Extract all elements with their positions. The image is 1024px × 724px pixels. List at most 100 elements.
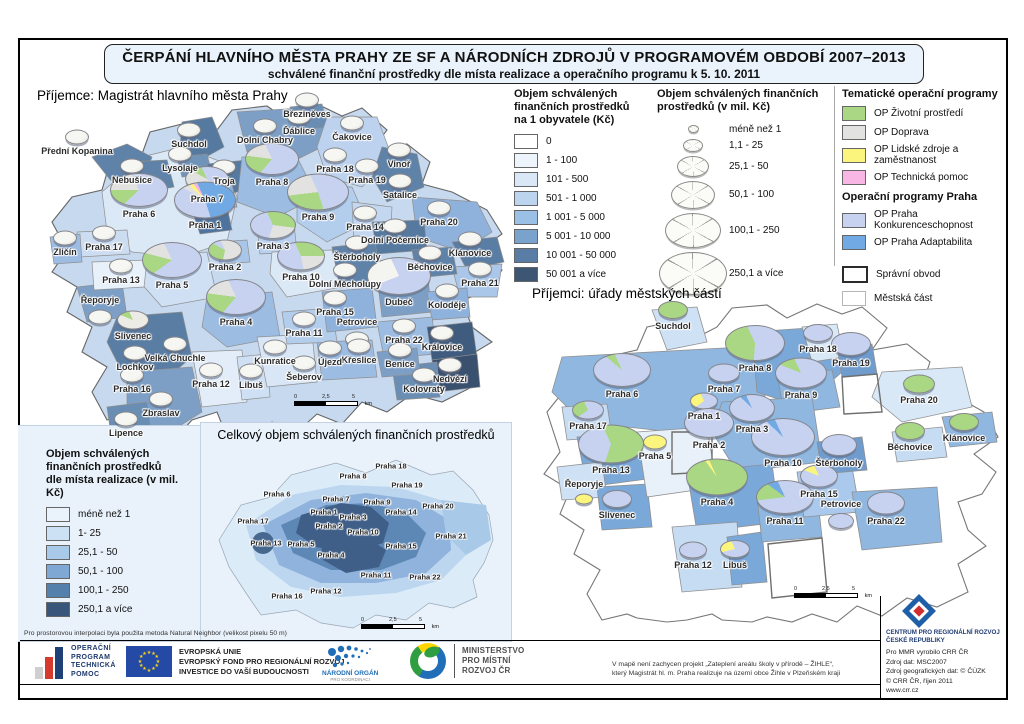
main-map: Přední Kopanina Nebušice Suchdol Lysolaje Do…	[32, 92, 512, 447]
volume-circle	[677, 155, 709, 177]
scale-rule-fill	[295, 402, 326, 405]
district-pie	[593, 353, 651, 387]
district-label: Praha 14	[346, 222, 384, 232]
district-pie	[720, 540, 750, 558]
logo-text-line: PROGRAM	[71, 653, 111, 661]
scale-rule	[794, 593, 858, 598]
legend-label: OP Praha Adaptabilita	[874, 237, 973, 248]
nok-line1: NÁRODNÍ ORGÁN	[322, 670, 379, 677]
volume-circle	[671, 180, 715, 209]
eu-star: ★	[154, 663, 160, 669]
legend-item-per-capita: 10 001 - 50 000	[514, 248, 649, 263]
district-label: Lochkov	[116, 362, 154, 372]
legend-label: 250,1 a více	[729, 268, 784, 280]
district-pie	[903, 374, 935, 393]
scale-tick: 0	[794, 586, 798, 592]
district-label: Štěrboholy	[333, 252, 381, 262]
legend-label: méně než 1	[729, 123, 782, 135]
district-label: Ďáblice	[282, 126, 316, 136]
district-label: Praha 16	[113, 384, 151, 394]
eu-star: ★	[142, 666, 147, 673]
district-pie	[120, 158, 144, 173]
district-label: Praha 2	[315, 521, 343, 531]
district-pie	[123, 345, 147, 360]
district-pie	[110, 173, 168, 207]
district-label: Přední Kopanina	[41, 146, 113, 156]
nok-line2: PRO KOORDINACI	[330, 677, 370, 682]
logo-text-line: OPERAČNÍ	[71, 645, 112, 652]
district-label: Praha 15	[800, 489, 838, 499]
district-label: Praha 3	[256, 241, 290, 251]
legend-label: 10 001 - 50 000	[546, 250, 617, 261]
district-label: Lipence	[108, 428, 144, 438]
boundary-swatch	[842, 291, 866, 306]
district-label: Praha 18	[375, 461, 407, 471]
legend-swatch	[46, 583, 70, 598]
legend-item-thematic: OP Technická pomoc	[842, 170, 1004, 185]
legend-item-realization: 50,1 - 100	[46, 564, 196, 579]
inset-map: Praha 18 Praha 8 Praha 19 Praha 6 Praha 7 Pra…	[201, 445, 509, 637]
legend-item-praha-op: OP Praha Adaptabilita	[842, 235, 1004, 250]
scale-tick: 5	[352, 394, 356, 400]
district-pie	[239, 363, 263, 378]
district-pie	[800, 464, 838, 487]
district-pie	[388, 173, 412, 188]
district-label: Praha 7	[190, 194, 224, 204]
scale-unit: km	[431, 624, 439, 630]
legend-swatch	[514, 134, 538, 149]
legend-label: 100,1 - 250	[78, 585, 129, 596]
district-label: Praha 4	[219, 317, 253, 327]
district-pie	[427, 200, 451, 215]
district-label: Dolní Měcholupy	[309, 279, 381, 289]
interpolation-note: Pro prostorovou interpolaci byla použita…	[24, 630, 287, 637]
inset-panel: Celkový objem schválených finančních pro…	[200, 422, 512, 642]
district-pie	[895, 422, 925, 440]
district-label: Praha 2	[208, 262, 242, 272]
district-label: Lysolaje	[162, 163, 198, 173]
district-pie	[438, 357, 462, 372]
scale-tick: 0	[361, 617, 365, 623]
district-label: Praha 6	[263, 489, 291, 499]
legend-swatch	[842, 235, 866, 250]
district-label: Praha 2	[692, 440, 726, 450]
district-label: Praha 18	[799, 344, 837, 354]
scale-rule-fill	[795, 594, 826, 597]
legend-swatch	[514, 172, 538, 187]
legend-praha-title: Operační programy Praha	[842, 191, 978, 203]
legend-item-boundary: Správní obvod	[842, 266, 1004, 283]
legend-label: 1,1 - 25	[729, 140, 763, 152]
district-pie	[353, 205, 377, 220]
legend-item-per-capita: 1 - 100	[514, 153, 649, 168]
district-label: Praha 19	[832, 358, 870, 368]
legend-swatch	[842, 212, 866, 228]
eu-star: ★	[138, 663, 144, 669]
district-pie	[803, 324, 833, 342]
district-pie	[679, 541, 707, 558]
scale-unit: km	[864, 593, 872, 599]
eu-flag-icon: ★ ★ ★ ★ ★ ★ ★ ★ ★ ★ ★ ★	[126, 646, 172, 677]
district-label: Praha 22	[867, 516, 905, 526]
district-pie	[120, 367, 144, 382]
interpolation-surface	[218, 459, 494, 629]
legend-swatch	[842, 106, 866, 121]
district-pie	[250, 211, 296, 239]
district-label: Zbraslav	[142, 408, 180, 418]
district-pie	[253, 118, 277, 133]
logo-text-line: Pro MMR vyrobilo CRR ČR	[886, 649, 969, 656]
legend-volume: Objem schválených finančních prostředků …	[657, 88, 832, 297]
district-pie	[412, 367, 436, 382]
district-label: Nedvězí	[432, 374, 468, 384]
district-label: Dolní Počernice	[360, 235, 430, 245]
scale-tick: 2,5	[389, 617, 397, 623]
legend-swatch	[514, 153, 538, 168]
legend-label: OP Praha Konkurenceschopnost	[874, 209, 973, 231]
district-pie	[340, 115, 364, 130]
legend-item-boundary: Městská část	[842, 291, 1004, 306]
legend-label: Správní obvod	[876, 269, 941, 280]
eu-star: ★	[146, 649, 152, 656]
scale-bar: 0 2,5 5 km	[294, 394, 372, 408]
district-pie	[355, 158, 379, 173]
legend-swatch	[46, 507, 70, 522]
district-label: Praha 21	[435, 531, 467, 541]
district-label: Kolovraty	[403, 384, 445, 394]
